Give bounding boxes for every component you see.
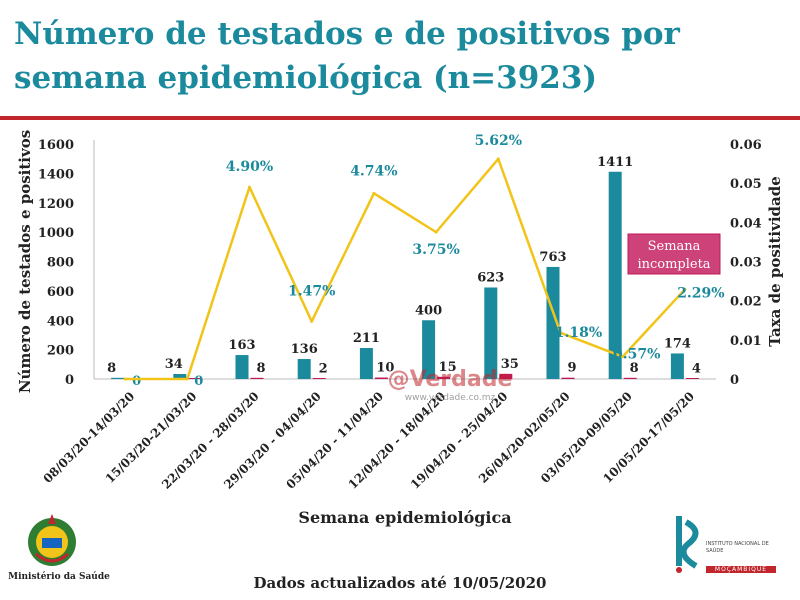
update-date-note: Dados actualizados até 10/05/2020 [253, 574, 547, 592]
watermark-url: www.verdade.co.mz [405, 393, 496, 403]
y-tick-label: 1000 [38, 226, 74, 241]
y2-tick-label: 0.06 [730, 138, 762, 153]
bar-tests-label: 211 [353, 331, 380, 346]
bar-positives-label: 9 [567, 361, 576, 376]
chart-title: Número de testados e de positivos por se… [14, 16, 680, 96]
y-tick-label: 0 [65, 373, 74, 388]
bar-positives-label: 2 [319, 362, 328, 377]
bar-positives [374, 377, 388, 379]
rate-point [496, 157, 500, 161]
ministry-emblem-icon [22, 510, 82, 574]
incomplete-week-annotation: incompleta [637, 257, 710, 272]
rate-label: 5.62% [475, 133, 522, 149]
y-tick-label: 200 [47, 344, 74, 359]
bar-positives [188, 378, 202, 379]
y2-tick-label: 0.02 [730, 295, 762, 310]
bar-positives [561, 377, 575, 379]
rate-label: 3.75% [412, 242, 459, 258]
bar-tests [173, 374, 187, 379]
y-tick-label: 1200 [38, 197, 74, 212]
bar-positives [623, 377, 637, 379]
y-tick-label: 1400 [38, 167, 74, 182]
rate-label: 4.74% [350, 163, 397, 179]
bar-positives-label: 0 [194, 374, 203, 389]
ministry-label: Ministério da Saúde [8, 572, 110, 582]
rate-point [372, 191, 376, 195]
bar-positives-label: 8 [630, 361, 639, 376]
bar-tests-label: 136 [291, 342, 318, 357]
rate-point [310, 319, 314, 323]
rate-label: 1.18% [555, 325, 602, 341]
chart: 0200400600800100012001400160000.010.020.… [16, 130, 784, 527]
y2-tick-label: 0.03 [730, 256, 762, 271]
bar-positives [499, 373, 513, 379]
y2-tick-label: 0.04 [730, 216, 762, 231]
y2-axis-title: Taxa de positividade [766, 176, 784, 347]
bar-tests-label: 1411 [597, 155, 633, 170]
bar-positives [312, 378, 326, 379]
bar-positives [685, 378, 699, 379]
watermark-brand: @Verdade [388, 367, 513, 392]
bar-positives [250, 377, 264, 379]
y-tick-label: 400 [47, 314, 74, 329]
bar-tests [235, 355, 249, 379]
bar-positives-label: 10 [376, 361, 394, 376]
bar-tests-label: 400 [415, 303, 442, 318]
bar-tests-label: 8 [107, 361, 116, 376]
bar-tests [422, 320, 436, 379]
rate-point [559, 331, 562, 335]
y-tick-label: 600 [47, 285, 74, 300]
rate-line [125, 157, 686, 381]
rate-point [248, 185, 251, 189]
bar-positives-label: 4 [692, 361, 701, 376]
bar-positives-label: 35 [501, 357, 519, 372]
bar-tests [111, 377, 125, 379]
y-tick-label: 800 [47, 256, 74, 271]
y-axis-title: Número de testados e positivos [16, 130, 34, 393]
rate-point [434, 230, 438, 234]
ins-logo-icon [672, 512, 706, 578]
y2-tick-label: 0.01 [730, 334, 762, 349]
rate-point [683, 287, 687, 291]
rate-label: 1.47% [288, 283, 335, 299]
bar-tests-label: 763 [539, 250, 566, 265]
incomplete-week-annotation-box [627, 233, 721, 275]
rate-point [185, 377, 189, 381]
rate-label: 0.57% [613, 347, 660, 363]
bar-tests [484, 287, 498, 379]
bar-positives-label: 15 [439, 360, 457, 375]
rate-label: 2.29% [677, 285, 724, 301]
x-axis-title: Semana epidemiológica [298, 508, 511, 527]
bar-tests [670, 353, 684, 379]
title-divider [0, 116, 800, 120]
rate-label: 4.90% [226, 159, 273, 175]
bar-positives-label: 8 [256, 361, 265, 376]
ins-label: INSTITUTO NACIONAL DE SAÚDE [706, 541, 769, 554]
bar-tests [546, 266, 560, 379]
bar-tests-label: 623 [477, 270, 504, 285]
bar-tests-label: 174 [664, 336, 691, 351]
bar-tests [297, 359, 311, 379]
bar-positives-label: 0 [132, 374, 141, 389]
y2-tick-label: 0 [730, 373, 739, 388]
y2-tick-label: 0.05 [730, 177, 762, 192]
bar-tests-label: 34 [165, 357, 183, 372]
rate-point [123, 377, 127, 381]
bar-tests [608, 171, 622, 379]
bar-tests-label: 163 [228, 338, 255, 353]
rate-point [621, 355, 625, 359]
y-tick-label: 1600 [38, 138, 74, 153]
bar-positives [437, 376, 451, 379]
bar-tests [359, 348, 373, 379]
incomplete-week-annotation: Semana [648, 239, 701, 254]
ins-sublabel: MOÇAMBIQUE [706, 566, 776, 573]
